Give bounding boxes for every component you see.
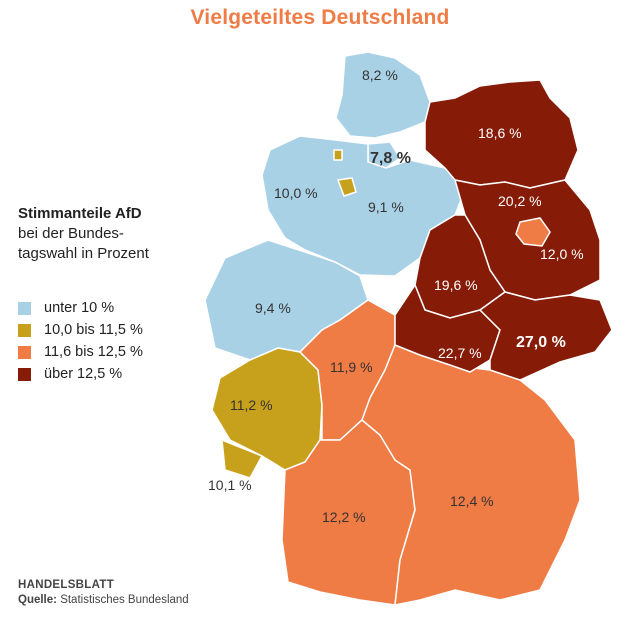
region-sachsen[interactable] xyxy=(478,291,613,381)
legend-title: Stimmanteile AfD bei der Bundes- tagswah… xyxy=(18,204,218,264)
legend-item-11-6-to-12-5: 11,6 bis 12,5 % xyxy=(18,341,143,363)
legend-swatch xyxy=(18,367,31,381)
label-berlin: 12,0 % xyxy=(540,246,584,262)
label-bayern: 12,4 % xyxy=(450,493,494,509)
legend-subheading-line1: bei der Bundes- xyxy=(18,225,124,242)
legend-swatch xyxy=(18,301,31,315)
label-schleswig-holstein: 8,2 % xyxy=(362,67,398,83)
label-hessen: 11,9 % xyxy=(330,359,373,375)
legend-label: über 12,5 % xyxy=(44,366,123,382)
legend-subheading-line2: tagswahl in Prozent xyxy=(18,245,149,262)
label-brandenburg: 20,2 % xyxy=(498,193,542,209)
legend-label: unter 10 % xyxy=(44,300,115,316)
legend-label: 10,0 bis 11,5 % xyxy=(44,322,143,338)
publisher-brand: HANDELSBLATT xyxy=(18,579,115,591)
footer: HANDELSBLATT Quelle: Statistisches Bunde… xyxy=(18,578,189,608)
label-rheinland-pfalz: 11,2 % xyxy=(230,397,273,413)
legend-item-10-to-11-5: 10,0 bis 11,5 % xyxy=(18,319,143,341)
legend-item-under-10: unter 10 % xyxy=(18,297,143,319)
label-sachsen: 27,0 % xyxy=(516,334,566,351)
label-bremen: 10,0 % xyxy=(274,185,318,201)
label-niedersachsen: 9,1 % xyxy=(368,199,404,215)
label-mecklenburg-vorpommern: 18,6 % xyxy=(478,125,522,141)
region-schleswig-holstein[interactable] xyxy=(335,51,431,139)
label-nordrhein-westfalen: 9,4 % xyxy=(255,300,291,316)
label-hamburg: 7,8 % xyxy=(370,150,411,167)
label-thueringen: 22,7 % xyxy=(438,345,482,361)
source-label: Quelle: xyxy=(18,594,57,606)
region-bremen[interactable] xyxy=(336,177,357,197)
region-bremerhaven[interactable] xyxy=(333,149,343,161)
region-berlin[interactable] xyxy=(515,217,551,247)
region-saarland[interactable] xyxy=(221,438,264,479)
source-text: Statistisches Bundesland xyxy=(60,594,189,606)
source-line: Quelle: Statistisches Bundesland xyxy=(18,594,189,606)
legend-swatch xyxy=(18,345,31,359)
map-title: Vielgeteiltes Deutschland xyxy=(190,6,450,29)
legend-heading: Stimmanteile AfD xyxy=(18,205,142,222)
legend-swatch xyxy=(18,323,31,337)
legend-label: 11,6 bis 12,5 % xyxy=(44,344,143,360)
label-sachsen-anhalt: 19,6 % xyxy=(434,277,478,293)
legend: unter 10 % 10,0 bis 11,5 % 11,6 bis 12,5… xyxy=(18,297,143,385)
label-baden-wuerttemberg: 12,2 % xyxy=(322,509,366,525)
label-saarland: 10,1 % xyxy=(208,477,252,493)
legend-item-over-12-5: über 12,5 % xyxy=(18,363,143,385)
